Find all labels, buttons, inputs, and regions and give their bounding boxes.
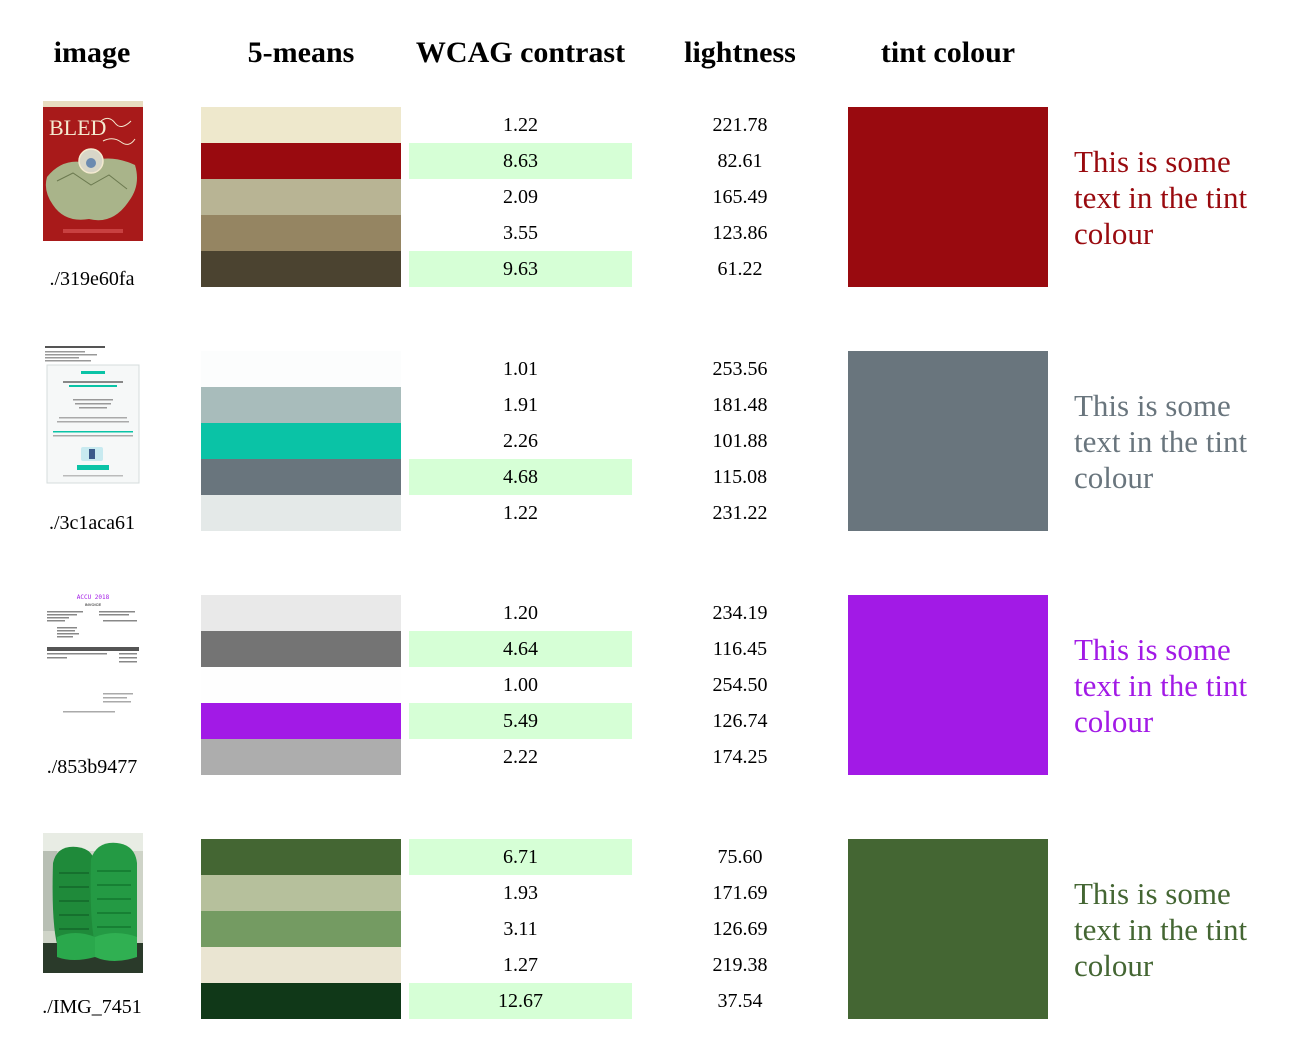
lightness-value: 254.50 [712,674,768,696]
thumbnail-image[interactable]: ACCU 2018 INVOICE [43,589,143,729]
header-lightness: lightness [684,36,796,69]
header-image: image [53,36,131,69]
thumbnail-email-screenshot [43,345,143,485]
cluster-swatch [201,703,401,739]
contrast-value: 5.49 [409,703,632,739]
thumbnail-image[interactable] [43,345,143,485]
thumbnail-bled-poster: BLED [43,101,143,241]
header-wcag-contrast: WCAG contrast [415,36,626,69]
tint-colour-swatch [848,351,1048,531]
lightness-value: 181.48 [712,394,768,416]
contrast-value: 3.11 [503,918,538,940]
header-tint-colour: tint colour [880,36,1016,69]
contrast-value: 1.22 [503,114,538,136]
contrast-value: 9.63 [409,251,632,287]
tint-colour-sample-text: This is some text in the tint colour [1074,876,1248,983]
lightness-value: 116.45 [712,638,768,660]
cluster-swatch [201,215,401,251]
lightness-value: 174.25 [712,746,768,768]
tint-colour-sample-text: This is some text in the tint colour [1074,632,1248,739]
thumbnail-logo-text: ACCU 2018 [77,594,110,601]
image-filename: ./319e60fa [49,268,135,290]
cluster-swatch [201,387,401,423]
lightness-value: 123.86 [712,222,768,244]
lightness-value: 61.22 [717,258,763,280]
lightness-value: 231.22 [712,502,768,524]
contrast-value: 1.27 [503,954,538,976]
result-row: ./IMG_7451 6.71 1.93 3.11 1.27 12.67 75.… [0,833,1293,1019]
contrast-value: 1.00 [503,674,538,696]
thumbnail-image[interactable]: BLED [43,101,143,241]
contrast-value: 1.01 [503,358,538,380]
contrast-value: 4.68 [409,459,632,495]
result-row: ./3c1aca61 1.01 1.91 2.26 4.68 1.22 253.… [0,345,1293,534]
lightness-value: 219.38 [712,954,768,976]
cluster-swatch [201,351,401,387]
lightness-value: 234.19 [712,602,768,624]
result-row: ACCU 2018 INVOICE ./853b9477 [0,589,1293,778]
cluster-swatch [201,947,401,983]
image-filename: ./IMG_7451 [42,996,142,1018]
result-row: BLED ./319e60fa 1.22 8.63 2.09 3.55 9.63… [0,101,1293,290]
cluster-swatch [201,839,401,875]
contrast-value: 2.26 [503,430,538,452]
thumbnail-train-seats-photo [43,833,143,973]
thumbnail-image[interactable] [43,833,143,973]
lightness-value: 101.88 [712,430,768,452]
cluster-swatch [201,143,401,179]
tint-colour-swatch [848,595,1048,775]
cluster-swatch [201,667,401,703]
contrast-value: 8.63 [409,143,632,179]
lightness-value: 165.49 [712,186,768,208]
tint-colour-sample-text: This is some text in the tint colour [1074,144,1248,251]
cluster-swatch [201,423,401,459]
cluster-swatch [201,739,401,775]
cluster-swatch [201,595,401,631]
cluster-swatch [201,459,401,495]
cluster-swatch [201,911,401,947]
image-filename: ./853b9477 [46,756,138,778]
image-filename: ./3c1aca61 [48,512,136,534]
contrast-value: 2.09 [503,186,538,208]
lightness-value: 126.69 [712,918,768,940]
lightness-value: 126.74 [712,710,768,732]
contrast-value: 4.64 [409,631,632,667]
contrast-value: 1.91 [503,394,538,416]
lightness-value: 171.69 [712,882,768,904]
thumbnail-invoice: ACCU 2018 INVOICE [43,589,143,729]
tint-colour-swatch [848,107,1048,287]
lightness-value: 75.60 [717,846,763,868]
tint-colour-sample-text: This is some text in the tint colour [1074,388,1248,495]
contrast-value: 6.71 [409,839,632,875]
contrast-value: 1.22 [503,502,538,524]
cluster-swatch [201,107,401,143]
lightness-value: 37.54 [717,990,763,1012]
lightness-value: 253.56 [712,358,768,380]
cluster-swatch [201,179,401,215]
lightness-value: 115.08 [712,466,768,488]
cluster-swatch [201,495,401,531]
thumbnail-doc-title: INVOICE [85,602,102,607]
header-5-means: 5-means [247,36,355,69]
thumbnail-title-text: BLED [49,115,106,140]
cluster-swatch [201,631,401,667]
lightness-value: 221.78 [712,114,768,136]
contrast-value: 12.67 [409,983,632,1019]
cluster-swatch [201,251,401,287]
contrast-value: 3.55 [503,222,538,244]
contrast-value: 2.22 [503,746,538,768]
lightness-value: 82.61 [717,150,763,172]
tint-colour-swatch [848,839,1048,1019]
contrast-value: 1.20 [503,602,538,624]
cluster-swatch [201,983,401,1019]
contrast-value: 1.93 [503,882,538,904]
cluster-swatch [201,875,401,911]
